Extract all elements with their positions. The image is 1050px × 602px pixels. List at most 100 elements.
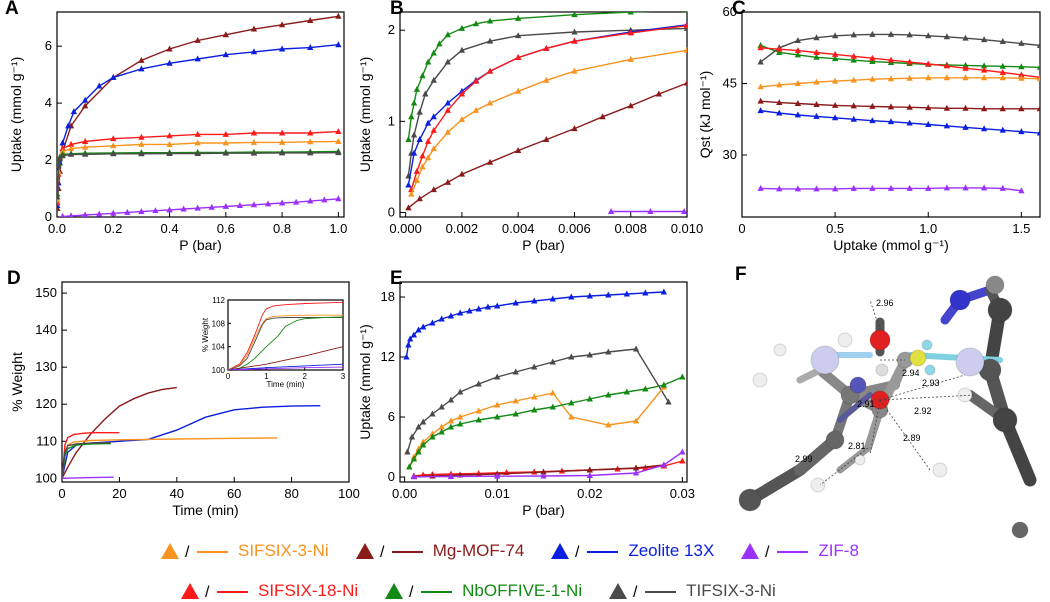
data-point: [540, 472, 547, 479]
data-point: [484, 303, 492, 310]
data-point: [627, 12, 634, 15]
data-point: [683, 46, 687, 53]
data-point: [278, 21, 286, 28]
data-point: [166, 150, 173, 156]
data-point: [776, 81, 783, 88]
data-point: [424, 154, 432, 161]
series-line: [62, 442, 111, 479]
data-point: [571, 12, 578, 18]
legend-item: / ZIF-8: [740, 540, 859, 562]
data-point: [831, 55, 839, 62]
data-point: [444, 128, 451, 135]
y-tick-label: 112: [212, 296, 225, 305]
data-point: [999, 126, 1006, 133]
series-sifsix-3-ni: [406, 383, 668, 470]
data-point: [410, 149, 418, 156]
data-point: [430, 113, 437, 120]
series-zif-8: [410, 448, 686, 480]
panel-letter: E: [390, 268, 403, 289]
series-sifsix-18-ni: [57, 128, 342, 206]
data-point: [906, 74, 913, 81]
y-tick-label: 12: [381, 349, 395, 364]
legend-item: / TIFSIX-3-Ni: [608, 580, 776, 602]
data-point: [458, 116, 466, 122]
atom: [985, 275, 1005, 295]
series-sifsix-3-ni: [408, 46, 687, 197]
data-point: [67, 150, 75, 157]
data-point: [869, 54, 876, 61]
series-line: [62, 405, 321, 479]
data-point: [458, 24, 466, 31]
data-point: [586, 351, 593, 358]
panel-letter: C: [732, 0, 746, 19]
data-point: [655, 90, 663, 97]
legend-label: ZIF-8: [818, 541, 859, 560]
atom: [875, 363, 889, 377]
data-point: [1036, 129, 1040, 136]
series-line: [407, 12, 653, 140]
series-line: [760, 33, 1040, 63]
legend-label: TIFSIX-3-Ni: [686, 581, 776, 600]
data-point: [980, 36, 988, 43]
data-point: [59, 139, 66, 146]
data-point: [943, 74, 951, 81]
data-point: [627, 55, 634, 62]
data-point: [410, 473, 418, 480]
data-point: [166, 140, 173, 147]
series-mg-mof-74: [228, 346, 343, 370]
data-point: [166, 59, 173, 66]
x-tick-label: 0.010: [671, 221, 704, 236]
x-tick-label: 100: [338, 486, 360, 501]
x-tick-label: 0.002: [446, 221, 479, 236]
panel-letter: D: [7, 268, 21, 289]
data-point: [124, 208, 131, 215]
series-line: [57, 15, 339, 209]
data-point: [571, 28, 578, 35]
series-line: [228, 314, 343, 370]
data-point: [683, 22, 687, 29]
data-point: [424, 137, 432, 144]
data-point: [605, 391, 612, 398]
data-point: [887, 30, 895, 37]
data-point: [70, 108, 78, 115]
legend-swatch: /: [551, 543, 619, 561]
data-point: [194, 150, 201, 156]
series-sifsix-3-ni: [228, 314, 343, 370]
data-point: [404, 448, 411, 455]
data-point: [850, 31, 857, 38]
data-point: [96, 210, 103, 217]
data-point: [679, 457, 686, 464]
y-tick-label: 30: [723, 147, 737, 162]
data-point: [413, 177, 421, 184]
data-point: [794, 47, 802, 54]
data-point: [57, 193, 61, 200]
data-point: [549, 403, 556, 410]
data-point: [250, 138, 258, 145]
series-line: [228, 346, 343, 370]
x-tick-label: 0.0: [48, 221, 66, 236]
data-point: [794, 185, 802, 192]
data-point: [925, 60, 932, 67]
data-point: [81, 138, 89, 144]
x-tick-label: 3: [341, 372, 346, 381]
atom: [1011, 521, 1029, 539]
data-point: [906, 119, 913, 126]
data-point: [586, 466, 593, 473]
data-point: [794, 100, 802, 106]
data-point: [494, 373, 501, 380]
data-point: [599, 113, 606, 120]
x-tick-label: 1.5: [1012, 221, 1030, 236]
data-point: [405, 136, 412, 143]
data-point: [194, 139, 201, 146]
data-point: [1018, 187, 1025, 194]
distance-label: 2.91: [857, 399, 875, 409]
data-point: [605, 348, 612, 355]
data-point: [110, 150, 117, 157]
data-point: [869, 184, 876, 191]
series-zeolite-13x: [62, 405, 321, 479]
x-tick-label: 0.5: [826, 221, 844, 236]
atom: [837, 332, 853, 348]
data-point: [321, 196, 328, 203]
data-point: [413, 85, 421, 92]
data-point: [647, 208, 654, 214]
